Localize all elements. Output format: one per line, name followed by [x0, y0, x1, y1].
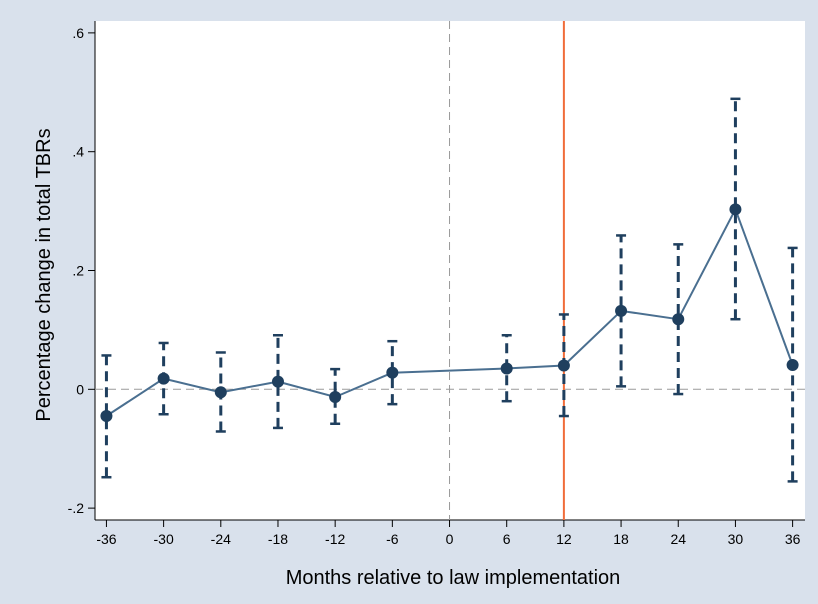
x-tick-label: 0	[446, 531, 454, 547]
x-tick-label: -6	[386, 531, 399, 547]
data-point	[729, 203, 742, 216]
x-tick-label: 36	[785, 531, 801, 547]
y-tick-label: 0	[76, 381, 84, 397]
y-tick-label: .2	[72, 263, 84, 279]
x-tick-label: -18	[268, 531, 288, 547]
data-point	[157, 372, 170, 385]
x-tick-label: -24	[211, 531, 231, 547]
y-ticks: -.2 0 .2 .4 .6	[68, 25, 95, 516]
x-tick-label: -30	[154, 531, 174, 547]
data-point	[500, 362, 513, 375]
data-point	[672, 313, 685, 326]
data-point	[100, 410, 113, 423]
data-point	[786, 358, 799, 371]
data-point	[271, 375, 284, 388]
series-line	[105, 206, 794, 417]
x-axis-label: Months relative to law implementation	[286, 567, 621, 589]
x-tick-label: 30	[728, 531, 744, 547]
data-point	[214, 386, 227, 399]
y-tick-label: .4	[72, 144, 84, 160]
data-point	[615, 304, 628, 317]
x-tick-label: 12	[556, 531, 572, 547]
data-point	[329, 391, 342, 404]
data-point	[557, 359, 570, 372]
y-axis-label: Percentage change in total TBRs	[33, 128, 55, 421]
reference-lines	[95, 21, 805, 520]
y-tick-label: .6	[72, 25, 84, 41]
x-tick-label: 6	[503, 531, 511, 547]
y-tick-label: -.2	[68, 500, 85, 516]
data-point	[386, 366, 399, 379]
series-polyline	[105, 206, 794, 417]
data-points	[100, 203, 799, 423]
x-tick-label: 24	[670, 531, 686, 547]
x-tick-label: -36	[96, 531, 116, 547]
x-tick-label: 18	[613, 531, 629, 547]
x-tick-label: -12	[325, 531, 345, 547]
x-ticks: -36 -30 -24 -18 -12 -6 0 6 12 18 24 30 36	[96, 520, 801, 547]
